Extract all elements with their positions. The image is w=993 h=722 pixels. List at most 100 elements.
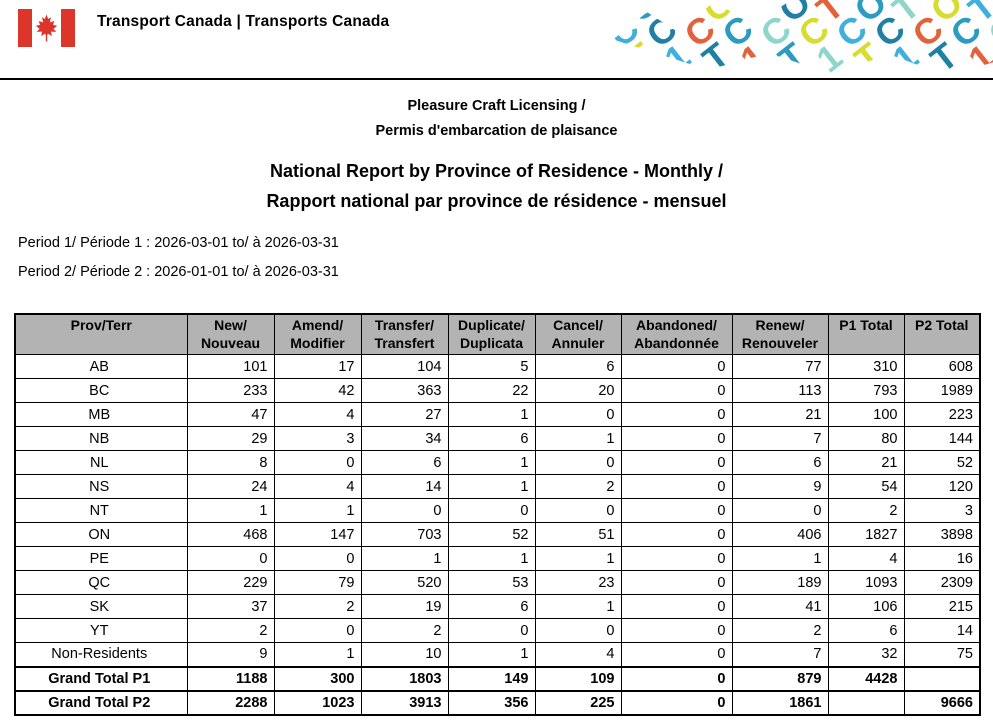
value-cell: 109 xyxy=(534,665,622,691)
value-cell: 0 xyxy=(534,402,622,427)
value-cell: 17 xyxy=(273,354,362,379)
value-cell: 1 xyxy=(447,450,536,475)
value-cell: 0 xyxy=(534,450,622,475)
value-cell: 144 xyxy=(903,426,981,451)
department-title: Transport Canada | Transports Canada xyxy=(97,13,390,30)
column-header: Prov/Terr xyxy=(14,313,188,355)
value-cell: 0 xyxy=(731,498,829,523)
value-cell: 1 xyxy=(447,474,536,499)
report-table: Prov/Terr New/Nouveau Amend/Modifier Transf… xyxy=(14,313,981,716)
value-cell: 6 xyxy=(827,618,905,643)
value-cell: 10 xyxy=(360,642,449,667)
value-cell: 5 xyxy=(447,354,536,379)
value-cell xyxy=(903,665,981,691)
value-cell: 1 xyxy=(447,402,536,427)
value-cell: 703 xyxy=(360,522,449,547)
value-cell: 75 xyxy=(903,642,981,667)
value-cell: 2 xyxy=(186,618,275,643)
province-cell: NL xyxy=(14,450,188,475)
value-cell: 356 xyxy=(447,689,536,715)
value-cell: 2309 xyxy=(903,570,981,595)
value-cell: 0 xyxy=(447,498,536,523)
value-cell: 1093 xyxy=(827,570,905,595)
column-header: Amend/Modifier xyxy=(273,313,362,355)
column-header: Transfer/Transfert xyxy=(360,313,449,355)
column-header: Cancel/Annuler xyxy=(534,313,622,355)
value-cell: 14 xyxy=(360,474,449,499)
value-cell: 0 xyxy=(620,665,733,691)
value-cell: 27 xyxy=(360,402,449,427)
value-cell: 1 xyxy=(273,642,362,667)
table-row: PE 0 0 1 1 1 0 1 4 16 xyxy=(14,546,981,571)
canada-flag-icon xyxy=(18,9,75,47)
value-cell: 9666 xyxy=(903,689,981,715)
period-2-line: Period 2/ Période 2 : 2026-01-01 to/ à 2… xyxy=(18,264,339,280)
table-row: YT 2 0 2 0 0 0 2 6 14 xyxy=(14,618,981,643)
value-cell: 4 xyxy=(827,546,905,571)
table-row: AB 101 17 104 5 6 0 77 310 608 xyxy=(14,354,981,379)
value-cell: 229 xyxy=(186,570,275,595)
value-cell: 0 xyxy=(620,378,733,403)
value-cell: 2 xyxy=(360,618,449,643)
province-cell: NT xyxy=(14,498,188,523)
value-cell: 41 xyxy=(731,594,829,619)
value-cell xyxy=(827,689,905,715)
column-header: Duplicate/Duplicata xyxy=(447,313,536,355)
value-cell: 2 xyxy=(534,474,622,499)
value-cell: 223 xyxy=(903,402,981,427)
value-cell: 0 xyxy=(620,450,733,475)
value-cell: 1861 xyxy=(731,689,829,715)
value-cell: 1 xyxy=(534,426,622,451)
value-cell: 0 xyxy=(620,618,733,643)
period-1-line: Period 1/ Période 1 : 2026-03-01 to/ à 2… xyxy=(18,235,339,251)
value-cell: 0 xyxy=(273,450,362,475)
value-cell: 608 xyxy=(903,354,981,379)
value-cell: 19 xyxy=(360,594,449,619)
value-cell: 6 xyxy=(534,354,622,379)
value-cell: 20 xyxy=(534,378,622,403)
value-cell: 52 xyxy=(903,450,981,475)
table-row: ON 468 147 703 52 51 0 406 1827 3898 xyxy=(14,522,981,547)
table-row: NB 29 3 34 6 1 0 7 80 144 xyxy=(14,426,981,451)
value-cell: 4 xyxy=(273,402,362,427)
value-cell: 0 xyxy=(186,546,275,571)
province-cell: NS xyxy=(14,474,188,499)
value-cell: 1 xyxy=(186,498,275,523)
value-cell: 7 xyxy=(731,426,829,451)
program-title: Pleasure Craft Licensing / Permis d'emba… xyxy=(0,94,993,144)
value-cell: 52 xyxy=(447,522,536,547)
value-cell: 3913 xyxy=(360,689,449,715)
value-cell: 520 xyxy=(360,570,449,595)
value-cell: 3898 xyxy=(903,522,981,547)
report-title-en: National Report by Province of Residence… xyxy=(269,161,724,181)
value-cell: 1 xyxy=(273,498,362,523)
value-cell: 101 xyxy=(186,354,275,379)
value-cell: 0 xyxy=(273,546,362,571)
value-cell: 22 xyxy=(447,378,536,403)
value-cell: 0 xyxy=(534,498,622,523)
value-cell: 225 xyxy=(534,689,622,715)
report-table-body: AB 101 17 104 5 6 0 77 310 608 BC 233 42 363 22 20 0 113 7… xyxy=(14,354,981,715)
value-cell: 14 xyxy=(903,618,981,643)
province-cell: SK xyxy=(14,594,188,619)
province-cell: BC xyxy=(14,378,188,403)
value-cell: 7 xyxy=(731,642,829,667)
table-row: QC 229 79 520 53 23 0 189 1093 2309 xyxy=(14,570,981,595)
value-cell: 0 xyxy=(620,522,733,547)
table-row: SK 37 2 19 6 1 0 41 106 215 xyxy=(14,594,981,619)
value-cell: 233 xyxy=(186,378,275,403)
value-cell: 1 xyxy=(731,546,829,571)
value-cell: 147 xyxy=(273,522,362,547)
value-cell: 54 xyxy=(827,474,905,499)
value-cell: 1 xyxy=(534,546,622,571)
value-cell: 106 xyxy=(827,594,905,619)
value-cell: 0 xyxy=(447,618,536,643)
value-cell: 37 xyxy=(186,594,275,619)
province-cell: PE xyxy=(14,546,188,571)
column-header: Renew/Renouveler xyxy=(731,313,829,355)
program-title-en: Pleasure Craft Licensing / xyxy=(407,98,586,114)
value-cell: 1023 xyxy=(273,689,362,715)
total-row: Grand Total P2 2288 1023 3913 356 225 0 1861 966… xyxy=(14,689,981,715)
